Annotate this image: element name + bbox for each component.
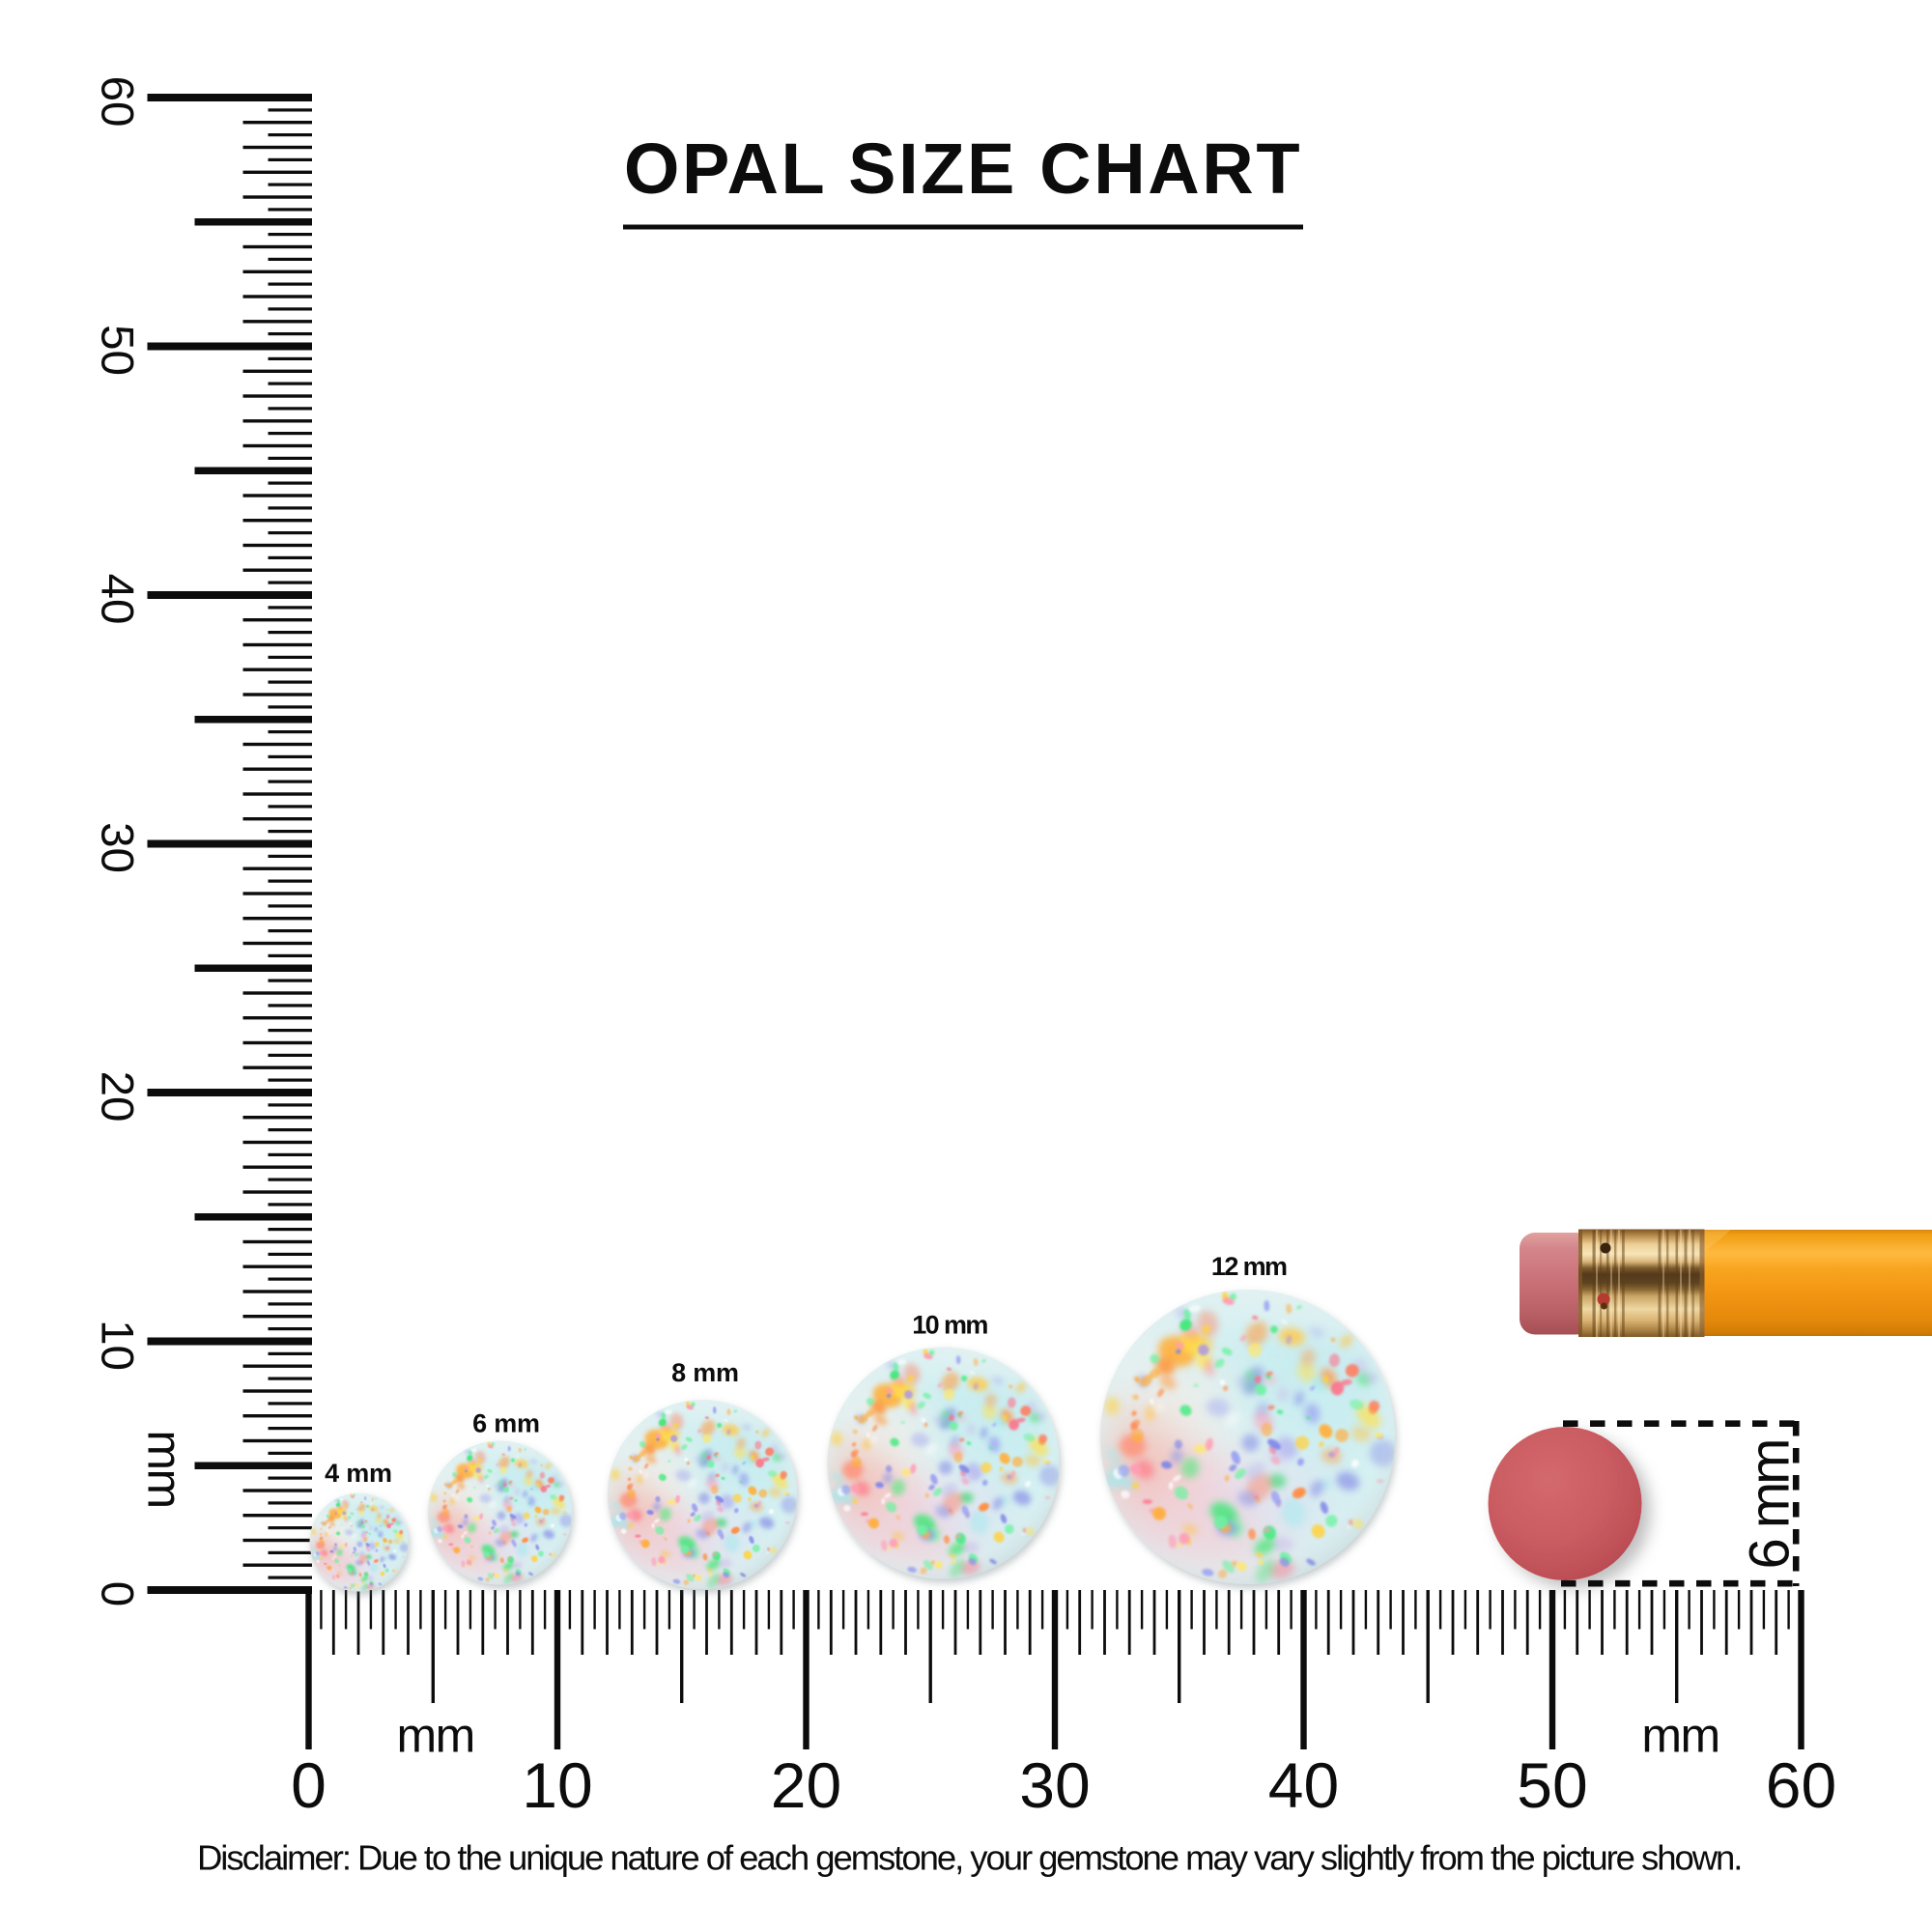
svg-text:60: 60 [1766, 1749, 1836, 1821]
svg-text:6 mm: 6 mm [472, 1409, 540, 1438]
svg-text:Disclaimer: Due to the unique: Disclaimer: Due to the unique nature of … [197, 1838, 1741, 1878]
svg-text:50: 50 [1517, 1749, 1587, 1821]
svg-text:0: 0 [291, 1749, 327, 1821]
svg-text:10: 10 [91, 1320, 142, 1371]
svg-text:60: 60 [91, 76, 142, 128]
svg-text:mm: mm [138, 1430, 192, 1507]
svg-text:30: 30 [91, 822, 142, 873]
svg-text:mm: mm [1641, 1709, 1719, 1763]
svg-text:20: 20 [771, 1749, 841, 1821]
svg-text:12 mm: 12 mm [1211, 1252, 1287, 1281]
svg-text:OPAL SIZE CHART: OPAL SIZE CHART [624, 128, 1302, 209]
svg-text:4 mm: 4 mm [325, 1459, 392, 1488]
svg-text:30: 30 [1019, 1749, 1090, 1821]
svg-text:0: 0 [91, 1581, 142, 1606]
svg-text:20: 20 [91, 1071, 142, 1122]
svg-text:mm: mm [396, 1709, 473, 1763]
svg-text:10 mm: 10 mm [912, 1311, 987, 1340]
svg-text:40: 40 [1268, 1749, 1339, 1821]
svg-text:40: 40 [91, 574, 142, 625]
svg-text:10: 10 [522, 1749, 592, 1821]
svg-text:8 mm: 8 mm [671, 1358, 739, 1387]
svg-text:50: 50 [91, 325, 142, 376]
svg-text:6 mm: 6 mm [1739, 1441, 1802, 1570]
